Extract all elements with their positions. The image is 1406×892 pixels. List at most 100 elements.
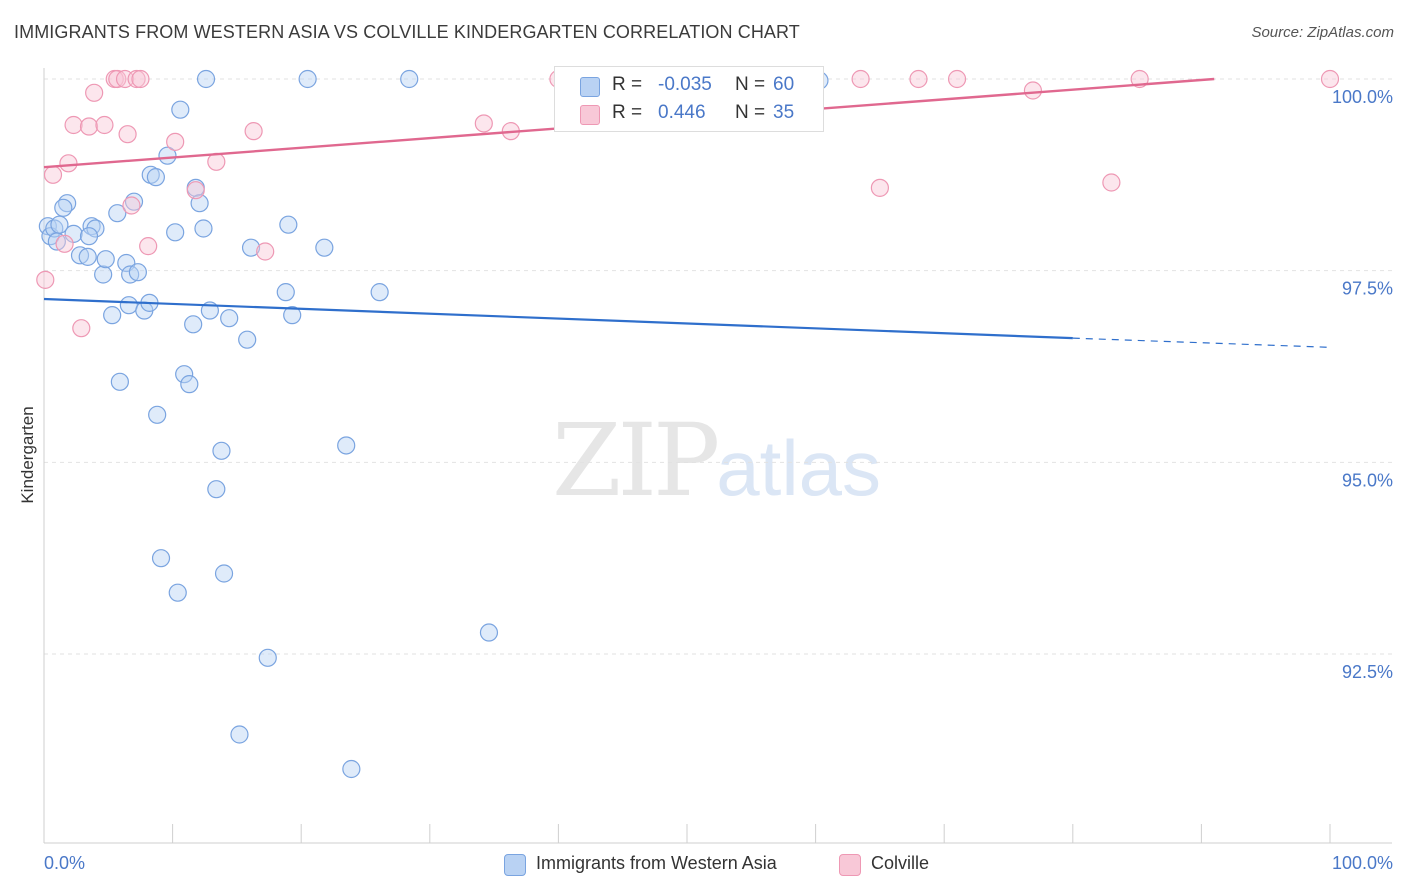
chart-title: IMMIGRANTS FROM WESTERN ASIA VS COLVILLE… xyxy=(14,22,800,42)
axes xyxy=(43,68,1392,844)
point-colville xyxy=(127,69,146,89)
point-immigrants xyxy=(230,725,249,744)
point-colville xyxy=(909,69,928,89)
legend-swatch-colville xyxy=(839,854,861,876)
point-immigrants xyxy=(79,227,99,246)
point-colville xyxy=(851,69,870,89)
legend-n-value: 60 xyxy=(773,74,795,95)
legend-swatch-pink xyxy=(580,105,600,125)
legend-label-immigrants: Immigrants from Western Asia xyxy=(536,853,777,873)
point-immigrants xyxy=(337,436,356,455)
point-immigrants xyxy=(180,375,199,394)
legend-label-colville: Colville xyxy=(871,853,930,873)
point-immigrants xyxy=(168,583,187,602)
point-immigrants xyxy=(54,198,73,217)
point-immigrants xyxy=(103,306,122,325)
tick-labels: 92.5% 95.0% 97.5% 100.0% 0.0% 100.0% xyxy=(44,87,1393,873)
point-colville xyxy=(1102,173,1121,192)
point-immigrants xyxy=(276,283,295,302)
point-immigrants xyxy=(212,441,231,460)
point-colville xyxy=(131,69,150,89)
point-immigrants xyxy=(214,564,234,583)
point-immigrants xyxy=(146,168,165,187)
legend-r-label: R = xyxy=(612,102,643,123)
watermark-atlas: atlas xyxy=(716,424,882,512)
point-immigrants xyxy=(241,238,261,257)
point-immigrants xyxy=(108,204,127,223)
trend-line-immigrants-extension xyxy=(1072,337,1331,348)
point-immigrants xyxy=(207,480,226,499)
point-immigrants xyxy=(184,315,203,334)
watermark: ZIPatlas xyxy=(552,402,881,519)
legend-row-pink: R = 0.446 N = 35 xyxy=(555,99,823,129)
legend-swatch-immigrants xyxy=(504,854,526,876)
point-colville xyxy=(43,165,63,184)
x-tick-label: 100.0% xyxy=(1332,853,1393,873)
trend-line-immigrants xyxy=(43,297,1073,340)
point-immigrants xyxy=(298,69,317,89)
point-immigrants xyxy=(148,405,167,424)
point-immigrants xyxy=(283,306,302,325)
legend-n-label: N = xyxy=(735,74,766,95)
point-colville xyxy=(122,196,141,215)
point-colville xyxy=(85,83,104,102)
point-immigrants xyxy=(238,330,257,349)
legend-swatch-blue xyxy=(580,77,600,97)
point-immigrants xyxy=(78,247,97,266)
point-colville xyxy=(118,125,137,144)
point-immigrants xyxy=(110,372,129,391)
point-immigrants xyxy=(175,365,194,384)
y-tick-label: 95.0% xyxy=(1342,470,1393,490)
point-colville xyxy=(36,270,55,289)
point-colville xyxy=(108,69,127,89)
point-immigrants xyxy=(342,759,361,779)
point-colville xyxy=(1023,81,1043,100)
point-colville xyxy=(55,234,74,253)
point-immigrants xyxy=(151,549,171,568)
point-immigrants xyxy=(50,215,69,234)
x-tick-label: 0.0% xyxy=(44,853,85,873)
point-colville xyxy=(474,114,493,133)
watermark-zip: ZIP xyxy=(552,402,720,519)
point-colville xyxy=(186,181,205,200)
point-immigrants xyxy=(128,263,147,282)
point-colville xyxy=(139,237,158,256)
legend-n-value: 35 xyxy=(773,102,795,123)
point-immigrants xyxy=(279,215,298,234)
y-tick-label: 92.5% xyxy=(1342,662,1393,682)
grid xyxy=(44,78,1392,655)
point-immigrants xyxy=(220,309,239,328)
point-colville xyxy=(870,178,890,197)
point-immigrants xyxy=(370,283,389,302)
point-colville xyxy=(72,319,91,338)
legend-row-blue: R = -0.035 N = 60 xyxy=(555,71,823,101)
point-immigrants xyxy=(258,648,277,667)
series-legend: Immigrants from Western Asia Colville xyxy=(0,851,1406,879)
point-immigrants xyxy=(64,224,83,243)
point-immigrants xyxy=(400,69,419,89)
point-colville xyxy=(207,152,226,171)
point-immigrants xyxy=(196,69,216,89)
point-immigrants xyxy=(158,146,177,165)
point-colville xyxy=(256,242,275,261)
legend-r-value: 0.446 xyxy=(658,102,706,123)
legend-r-value: -0.035 xyxy=(658,74,712,95)
point-immigrants xyxy=(166,223,185,242)
point-immigrants xyxy=(96,250,115,269)
point-colville xyxy=(59,154,78,173)
point-colville xyxy=(947,69,967,89)
y-tick-label: 100.0% xyxy=(1332,87,1393,107)
point-immigrants xyxy=(70,246,90,265)
legend-n-label: N = xyxy=(735,102,766,123)
point-immigrants xyxy=(315,238,334,257)
stats-legend: R = -0.035 N = 60 R = 0.446 N = 35 xyxy=(554,66,824,132)
source-label: Source: ZipAtlas.com xyxy=(1251,24,1394,41)
point-colville xyxy=(244,122,263,141)
point-immigrants xyxy=(119,296,138,315)
legend-r-label: R = xyxy=(612,74,643,95)
series-immigrants-western-asia xyxy=(38,69,829,779)
point-colville xyxy=(64,115,83,135)
point-immigrants xyxy=(94,265,113,284)
point-colville xyxy=(79,117,99,136)
